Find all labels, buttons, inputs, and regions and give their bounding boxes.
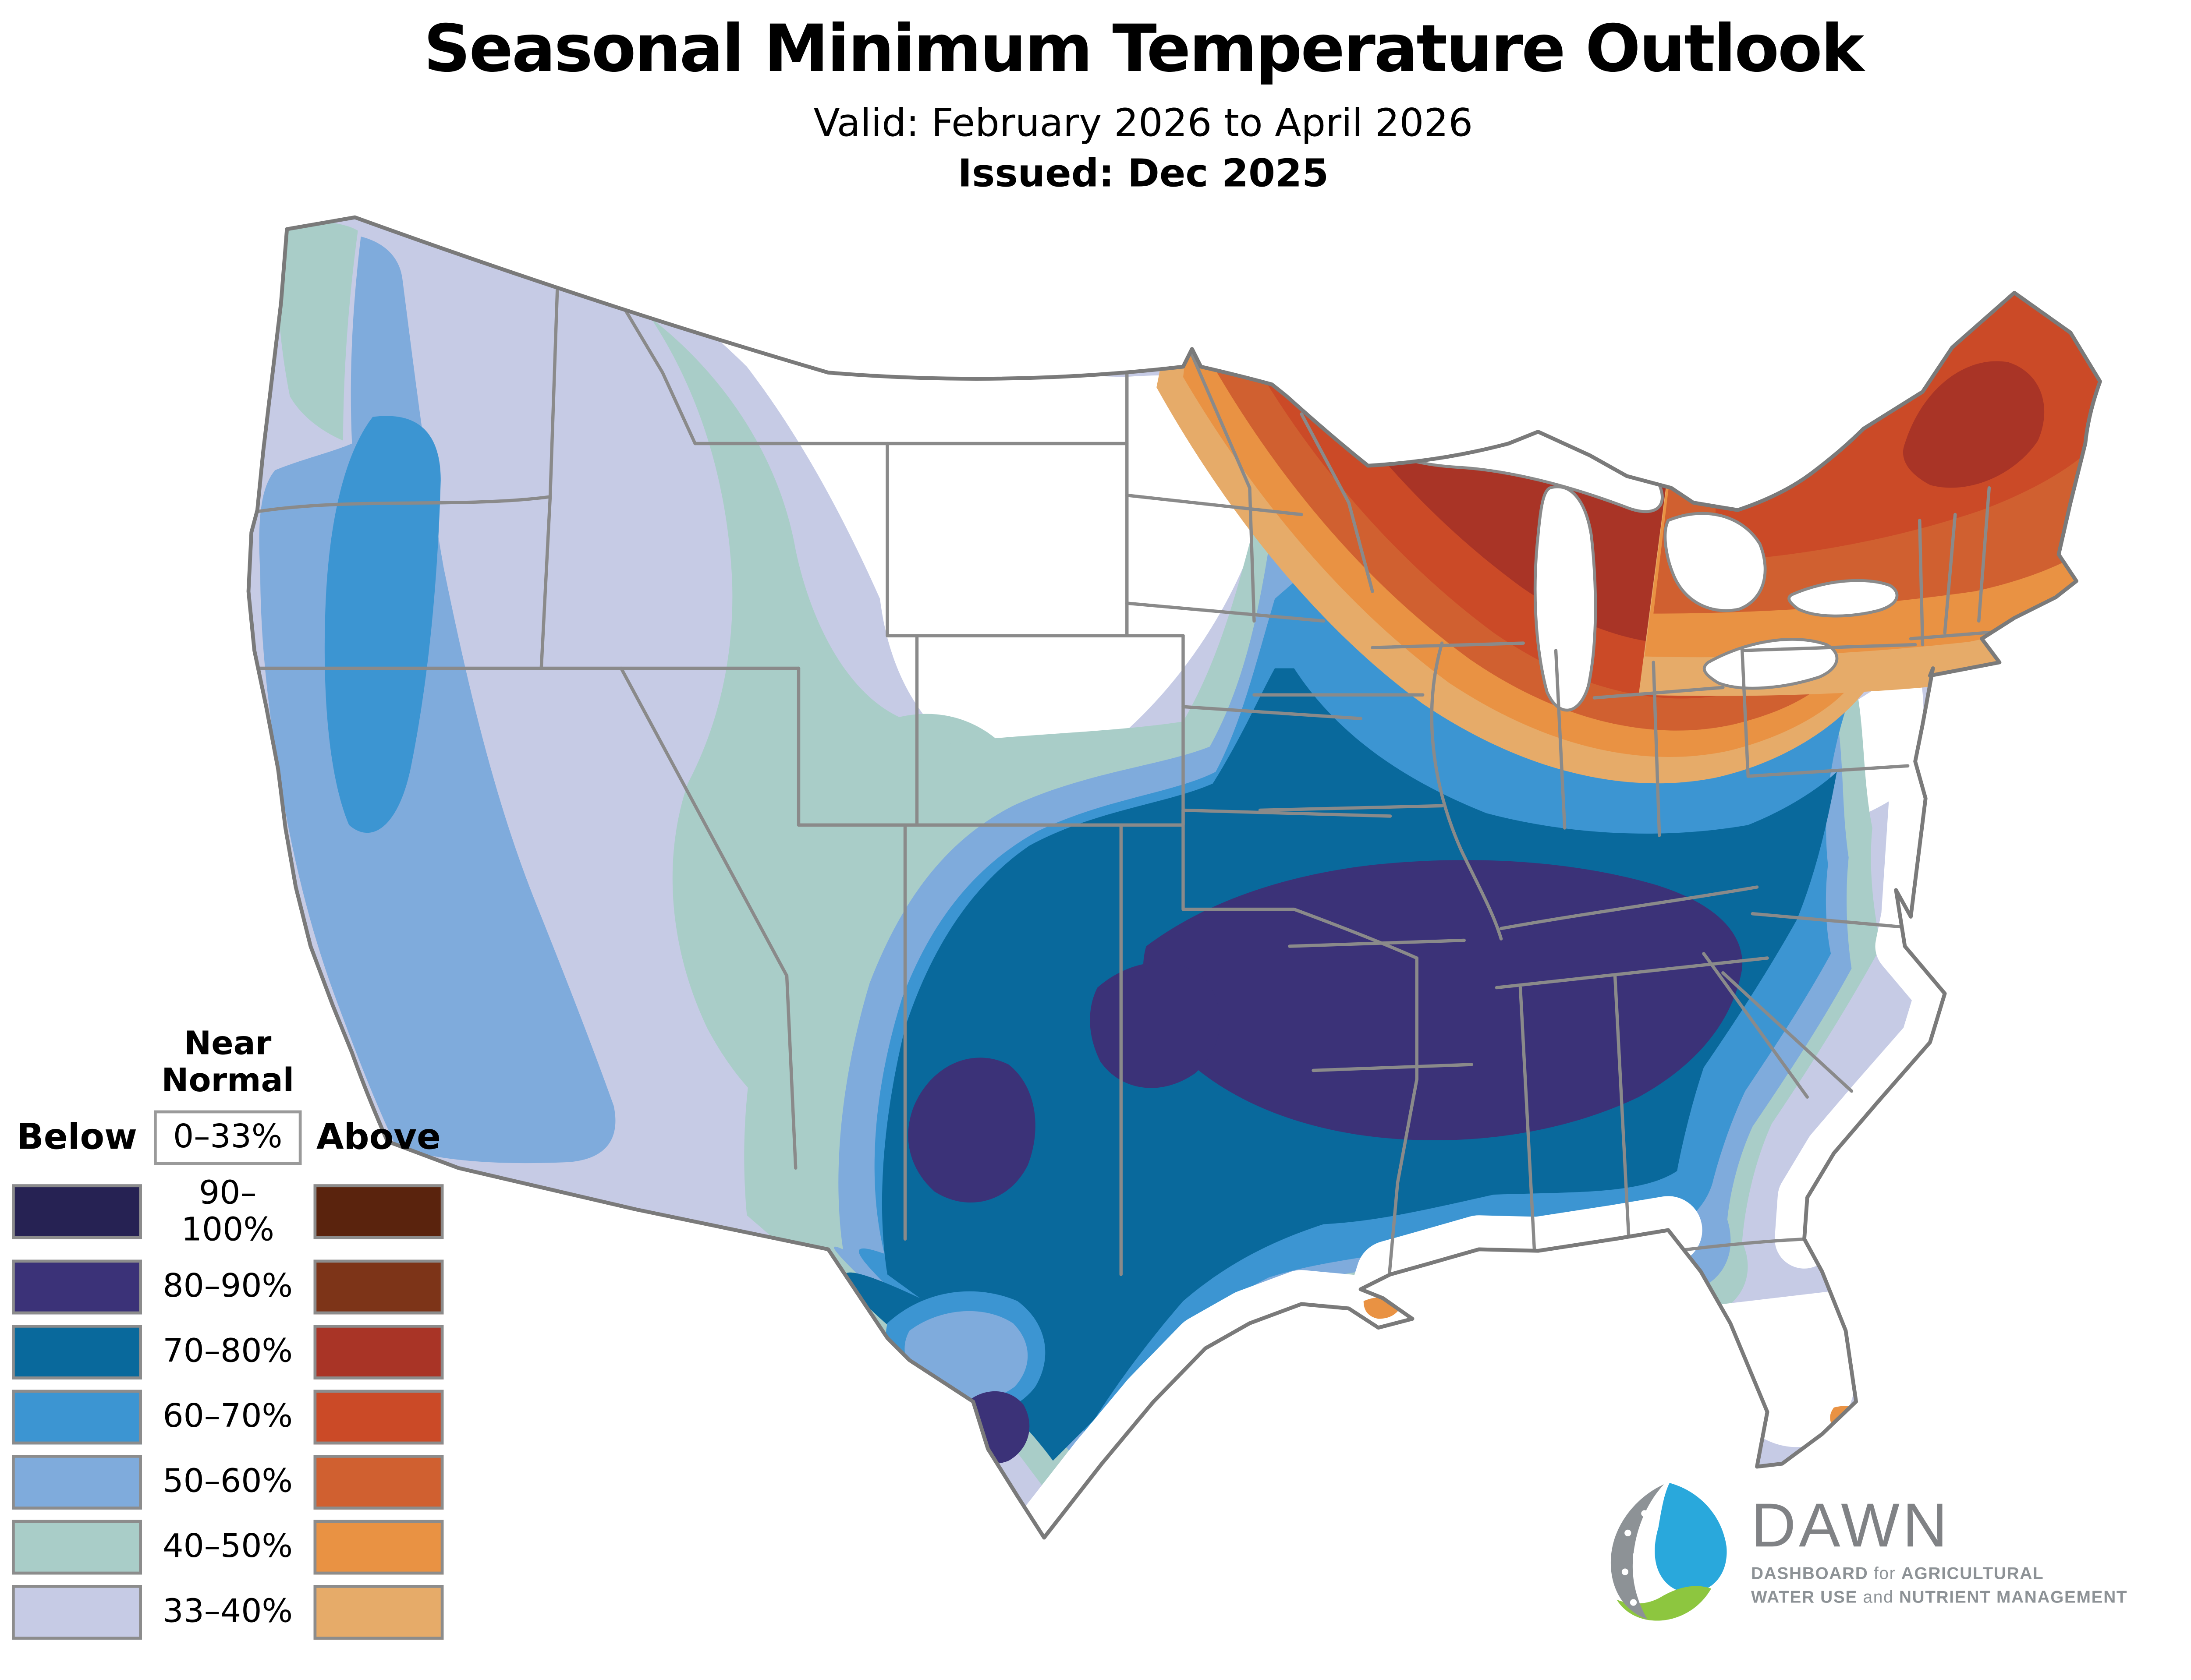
legend-swatch-below-40–50% bbox=[12, 1519, 142, 1574]
legend-range-label: 60–70% bbox=[163, 1398, 293, 1435]
region-above-70-80-maine-core bbox=[1903, 361, 2045, 488]
legend-grid: Below 0–33% Above 90–100% 80–90% 70–80% 60–… bbox=[12, 1110, 444, 1639]
legend-near-normal-label: Near Normal bbox=[161, 1026, 294, 1101]
lake-erie bbox=[1702, 638, 1839, 690]
region-below-60-70-oregon-core bbox=[324, 416, 441, 833]
header: Seasonal Minimum Temperature Outlook Val… bbox=[0, 0, 2191, 197]
legend-swatch-above-33–40% bbox=[313, 1584, 444, 1639]
logo-circuit-dots bbox=[1621, 1510, 1648, 1606]
legend-near-normal-range-box: 0–33% bbox=[154, 1110, 302, 1165]
dawn-logo-tagline: DASHBOARD for AGRICULTURAL WATER USE and… bbox=[1751, 1566, 2128, 1606]
dawn-logo-emblem-icon bbox=[1610, 1483, 1727, 1621]
dawn-logo-text: DAWN DASHBOARD for AGRICULTURAL WATER US… bbox=[1751, 1490, 2128, 1610]
us-coastline-outline bbox=[246, 215, 2102, 1540]
legend-swatch-below-60–70% bbox=[12, 1389, 142, 1444]
region-below-40-50-northwest-coast bbox=[277, 221, 358, 441]
legend-swatch-below-50–60% bbox=[12, 1454, 142, 1509]
legend-range-label: 70–80% bbox=[163, 1333, 293, 1370]
legend-range-label: 40–50% bbox=[163, 1528, 293, 1565]
legend-swatch-above-70–80% bbox=[313, 1324, 444, 1379]
logo-circuit-crescent-icon bbox=[1610, 1484, 1664, 1620]
legend-swatch-below-90–100% bbox=[12, 1184, 142, 1239]
legend: Near Normal Below 0–33% Above 90–100% 80–… bbox=[12, 1026, 444, 1639]
region-below-80-90-midsouth-core bbox=[1143, 860, 1743, 1141]
region-below-50-60-bigbend-patch bbox=[904, 1311, 1028, 1401]
legend-above-header: Above bbox=[316, 1116, 441, 1158]
legend-swatch-above-90–100% bbox=[313, 1184, 444, 1239]
dawn-logo-name: DAWN bbox=[1751, 1490, 1950, 1560]
legend-range-label: 90–100% bbox=[181, 1174, 274, 1249]
legend-swatch-below-70–80% bbox=[12, 1324, 142, 1379]
dawn-logo: DAWN DASHBOARD for AGRICULTURAL WATER US… bbox=[1597, 1478, 2127, 1627]
issued-date-subtitle: Issued: Dec 2025 bbox=[957, 152, 1329, 197]
legend-swatch-above-80–90% bbox=[313, 1259, 444, 1314]
region-near-normal-northern-rockies bbox=[673, 303, 1267, 768]
legend-below-header: Below bbox=[17, 1116, 137, 1158]
lake-huron bbox=[1663, 512, 1767, 612]
legend-swatch-below-33–40% bbox=[12, 1584, 142, 1639]
lake-michigan bbox=[1533, 485, 1597, 712]
valid-period-subtitle: Valid: February 2026 to April 2026 bbox=[813, 102, 1473, 147]
legend-swatch-above-40–50% bbox=[313, 1519, 444, 1574]
legend-swatch-below-80–90% bbox=[12, 1259, 142, 1314]
legend-swatch-above-50–60% bbox=[313, 1454, 444, 1509]
page-title: Seasonal Minimum Temperature Outlook bbox=[423, 12, 1864, 88]
region-below-80-90-newmexico-core bbox=[908, 1058, 1035, 1203]
legend-swatch-above-60–70% bbox=[313, 1389, 444, 1444]
legend-range-label: 50–60% bbox=[163, 1463, 293, 1500]
lake-ontario bbox=[1787, 579, 1899, 618]
legend-range-label: 33–40% bbox=[163, 1593, 293, 1630]
legend-range-label: 80–90% bbox=[163, 1268, 293, 1305]
logo-water-drop-icon bbox=[1655, 1483, 1727, 1593]
